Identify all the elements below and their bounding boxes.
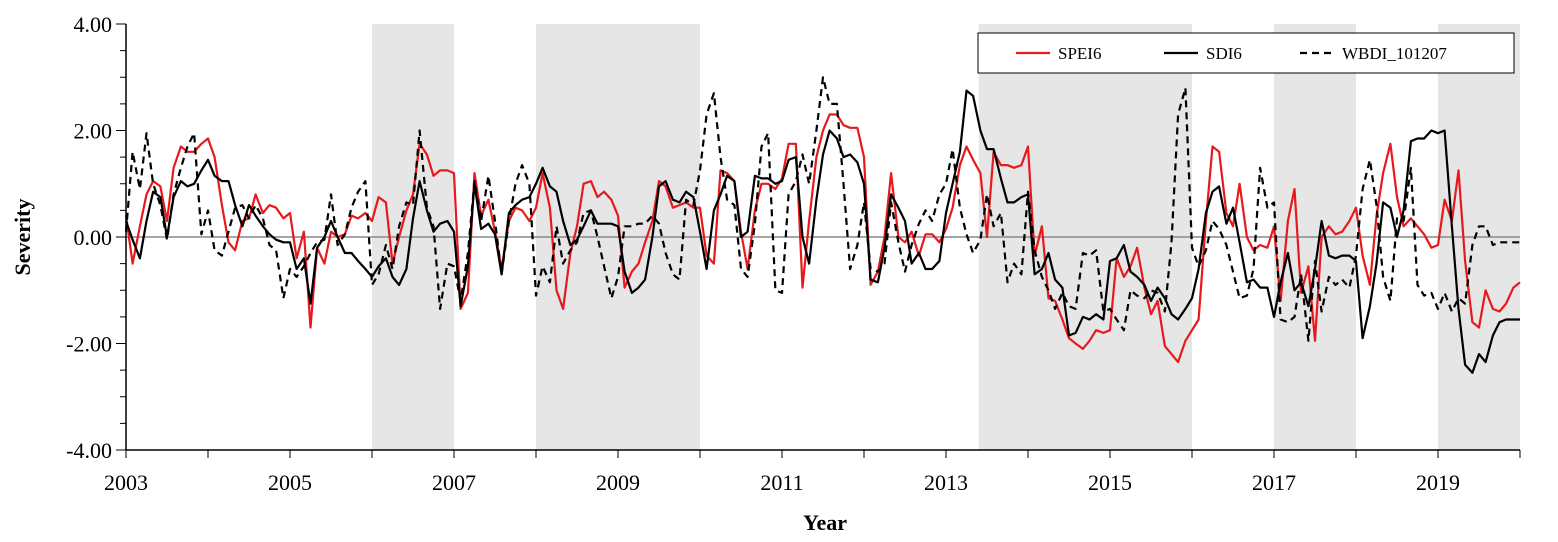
x-tick-label: 2003 <box>104 470 148 495</box>
x-axis-title: Year <box>803 510 847 535</box>
y-tick-label: 2.00 <box>74 119 113 144</box>
y-tick-label: -2.00 <box>66 332 112 357</box>
series-line-wbdi_101207 <box>124 76 1520 342</box>
y-tick-label: -4.00 <box>66 438 112 463</box>
x-tick-label: 2009 <box>596 470 640 495</box>
series-layer <box>124 76 1521 374</box>
series-line-sdi6 <box>124 89 1520 374</box>
x-tick-label: 2005 <box>268 470 312 495</box>
x-tick-label: 2015 <box>1088 470 1132 495</box>
legend: SPEI6 SDI6 WBDI_101207 <box>977 32 1515 74</box>
axes: 4.00 2.00 0.00 -2.00 -4.00 2003 2005 2007 2009 20… <box>66 12 1521 495</box>
legend-label-sdi6: SDI6 <box>1206 44 1242 63</box>
legend-label-wbdi_101207: WBDI_101207 <box>1342 44 1447 63</box>
y-tick-label: 4.00 <box>74 12 113 37</box>
x-tick-label: 2013 <box>924 470 968 495</box>
x-tick-label: 2007 <box>432 470 476 495</box>
y-axis-title: Severity <box>10 199 35 276</box>
legend-label-spei6: SPEI6 <box>1058 44 1101 63</box>
x-tick-label: 2019 <box>1416 470 1460 495</box>
series-line-spei6 <box>124 113 1521 364</box>
x-tick-label: 2011 <box>760 470 803 495</box>
y-tick-label: 0.00 <box>74 225 113 250</box>
x-tick-label: 2017 <box>1252 470 1296 495</box>
legend-box <box>977 32 1515 74</box>
